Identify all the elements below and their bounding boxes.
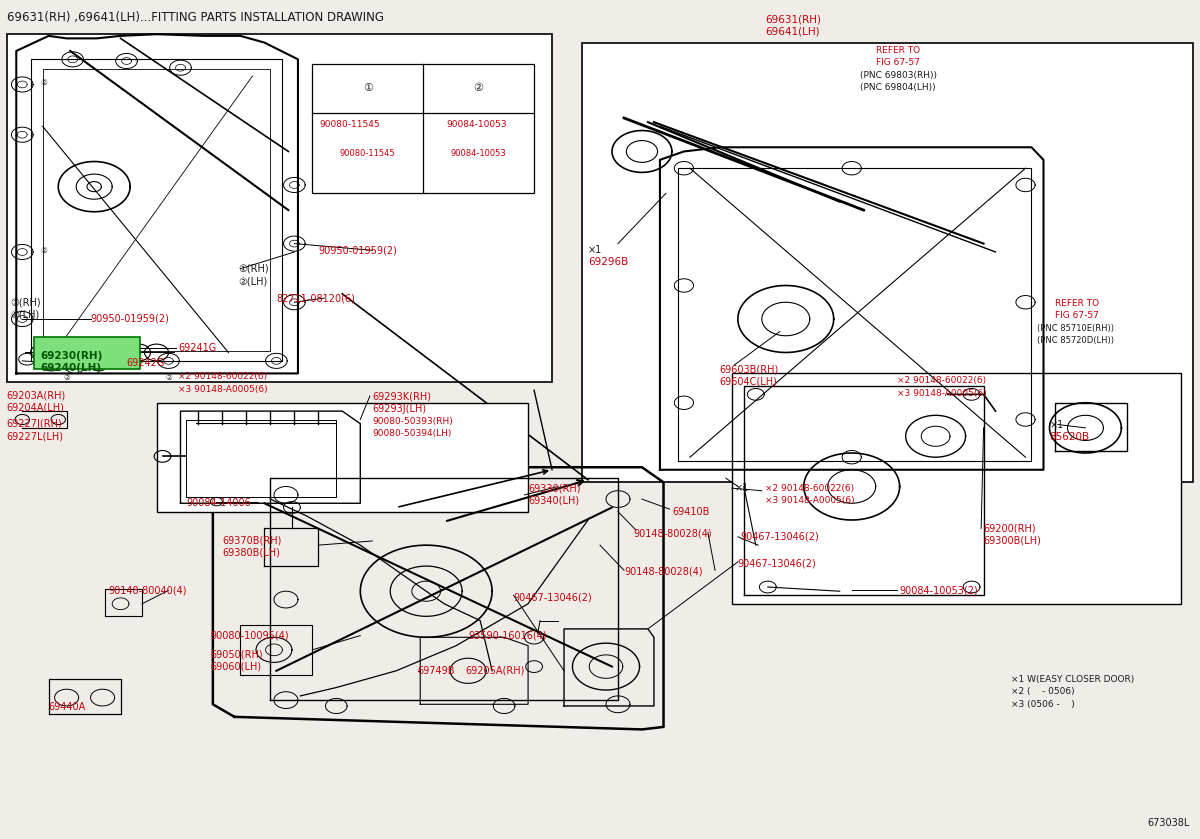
Text: FIG 67-57: FIG 67-57 bbox=[1056, 311, 1099, 320]
Text: ×1 W(EASY CLOSER DOOR): ×1 W(EASY CLOSER DOOR) bbox=[1012, 675, 1134, 684]
Text: 90467-13046(2): 90467-13046(2) bbox=[514, 593, 593, 603]
Text: 69631(RH) ,69641(LH)...FITTING PARTS INSTALLATION DRAWING: 69631(RH) ,69641(LH)...FITTING PARTS INS… bbox=[7, 11, 384, 23]
Text: ②: ② bbox=[41, 246, 47, 255]
Text: 69293J(LH): 69293J(LH) bbox=[372, 404, 426, 414]
Text: 69370B(RH): 69370B(RH) bbox=[222, 535, 282, 545]
Text: 69380B(LH): 69380B(LH) bbox=[222, 548, 281, 558]
Text: REFER TO: REFER TO bbox=[876, 46, 920, 55]
Text: ×1: ×1 bbox=[588, 245, 602, 255]
Bar bbox=[7, 34, 552, 382]
Text: 90148-80040(4): 90148-80040(4) bbox=[108, 586, 187, 596]
Text: 69227L(LH): 69227L(LH) bbox=[7, 431, 64, 441]
Text: 69242G: 69242G bbox=[126, 358, 164, 368]
Text: 69203A(RH): 69203A(RH) bbox=[7, 390, 66, 400]
Text: 90080-11545: 90080-11545 bbox=[340, 149, 396, 158]
Text: 69604C(LH): 69604C(LH) bbox=[720, 377, 778, 387]
Text: 90084-10053: 90084-10053 bbox=[451, 149, 506, 158]
Text: ②(LH): ②(LH) bbox=[11, 310, 40, 320]
Text: ×1: ×1 bbox=[1050, 420, 1063, 430]
Text: 69603B(RH): 69603B(RH) bbox=[720, 364, 779, 374]
Text: 90084-10053: 90084-10053 bbox=[446, 120, 506, 129]
Text: 69205A(RH): 69205A(RH) bbox=[466, 666, 526, 675]
Text: 69241G: 69241G bbox=[178, 343, 216, 353]
Text: 90080-10095(4): 90080-10095(4) bbox=[210, 631, 289, 641]
Text: 69330(RH): 69330(RH) bbox=[528, 483, 581, 493]
Text: 93590-16016(4): 93590-16016(4) bbox=[468, 631, 547, 641]
Text: ×3 (0506 -    ): ×3 (0506 - ) bbox=[1012, 700, 1075, 709]
Text: 90084-14006: 90084-14006 bbox=[186, 498, 251, 508]
Text: 69749B: 69749B bbox=[418, 666, 455, 675]
Text: 90467-13046(2): 90467-13046(2) bbox=[738, 559, 816, 569]
Text: 69230(RH): 69230(RH) bbox=[41, 351, 103, 361]
Text: ①(RH): ①(RH) bbox=[11, 297, 41, 307]
Text: 69050(RH): 69050(RH) bbox=[210, 649, 263, 659]
Text: ×2 90148-60022(6): ×2 90148-60022(6) bbox=[898, 377, 986, 385]
Text: 69293K(RH): 69293K(RH) bbox=[372, 391, 431, 401]
Bar bbox=[35, 337, 139, 369]
Text: ×3 90148-A0005(6): ×3 90148-A0005(6) bbox=[898, 389, 986, 398]
Text: 69060(LH): 69060(LH) bbox=[210, 662, 262, 671]
Text: ×3 90148-A0005(6): ×3 90148-A0005(6) bbox=[766, 496, 856, 505]
Text: ②: ② bbox=[166, 373, 172, 383]
Bar bbox=[732, 373, 1181, 604]
Bar bbox=[156, 403, 528, 512]
Text: 69227J(RH): 69227J(RH) bbox=[7, 419, 62, 429]
Text: ②: ② bbox=[41, 78, 47, 87]
Text: ①(RH): ①(RH) bbox=[238, 263, 269, 274]
Text: 90148-80028(4): 90148-80028(4) bbox=[624, 567, 702, 577]
Text: (PNC 85720D(LH)): (PNC 85720D(LH)) bbox=[1038, 336, 1115, 346]
Text: 90467-13046(2): 90467-13046(2) bbox=[740, 532, 818, 542]
Text: 82711-08120(6): 82711-08120(6) bbox=[276, 293, 355, 303]
Text: 69410B: 69410B bbox=[672, 507, 709, 517]
Text: ×1: ×1 bbox=[734, 483, 749, 493]
Text: 69631(RH): 69631(RH) bbox=[766, 14, 822, 24]
Text: ×2 (    - 0506): ×2 ( - 0506) bbox=[1012, 687, 1075, 696]
Text: 90080-50393(RH): 90080-50393(RH) bbox=[372, 417, 454, 425]
Text: 69240(LH): 69240(LH) bbox=[41, 363, 101, 373]
Text: 90950-01959(2): 90950-01959(2) bbox=[318, 245, 397, 255]
Text: (PNC 69803(RH)): (PNC 69803(RH)) bbox=[860, 70, 937, 80]
Text: 69300B(LH): 69300B(LH) bbox=[984, 536, 1042, 546]
Text: ×2 90148-60022(6): ×2 90148-60022(6) bbox=[178, 373, 268, 381]
Text: 69296B: 69296B bbox=[588, 257, 629, 267]
Text: 90080-50394(LH): 90080-50394(LH) bbox=[372, 430, 451, 438]
Text: 69641(LH): 69641(LH) bbox=[766, 27, 820, 37]
Text: ×3 90148-A0005(6): ×3 90148-A0005(6) bbox=[178, 385, 268, 393]
Text: 85620B: 85620B bbox=[1050, 432, 1090, 442]
Text: 90950-01959(2): 90950-01959(2) bbox=[90, 314, 169, 324]
Text: 69204A(LH): 69204A(LH) bbox=[7, 403, 65, 413]
Text: (PNC 69804(LH)): (PNC 69804(LH)) bbox=[860, 83, 936, 92]
Text: 90148-80028(4): 90148-80028(4) bbox=[634, 529, 712, 539]
Bar bbox=[312, 64, 534, 193]
Text: ×2 90148-60022(6): ×2 90148-60022(6) bbox=[766, 484, 854, 492]
Text: ①: ① bbox=[362, 83, 373, 93]
Text: ②: ② bbox=[474, 83, 484, 93]
Text: 69200(RH): 69200(RH) bbox=[984, 524, 1036, 534]
Text: 673038L: 673038L bbox=[1147, 818, 1189, 828]
Text: ②: ② bbox=[64, 373, 70, 383]
Text: 90084-10053(2): 90084-10053(2) bbox=[900, 586, 978, 596]
Text: 69440A: 69440A bbox=[49, 701, 86, 711]
Text: 90080-11545: 90080-11545 bbox=[319, 120, 380, 129]
Text: FIG 67-57: FIG 67-57 bbox=[876, 58, 919, 67]
Text: (PNC 85710E(RH)): (PNC 85710E(RH)) bbox=[1038, 324, 1115, 333]
Text: REFER TO: REFER TO bbox=[1056, 300, 1099, 309]
Bar bbox=[582, 43, 1193, 482]
Text: ②(LH): ②(LH) bbox=[238, 276, 268, 286]
Text: 69340(LH): 69340(LH) bbox=[528, 496, 580, 506]
